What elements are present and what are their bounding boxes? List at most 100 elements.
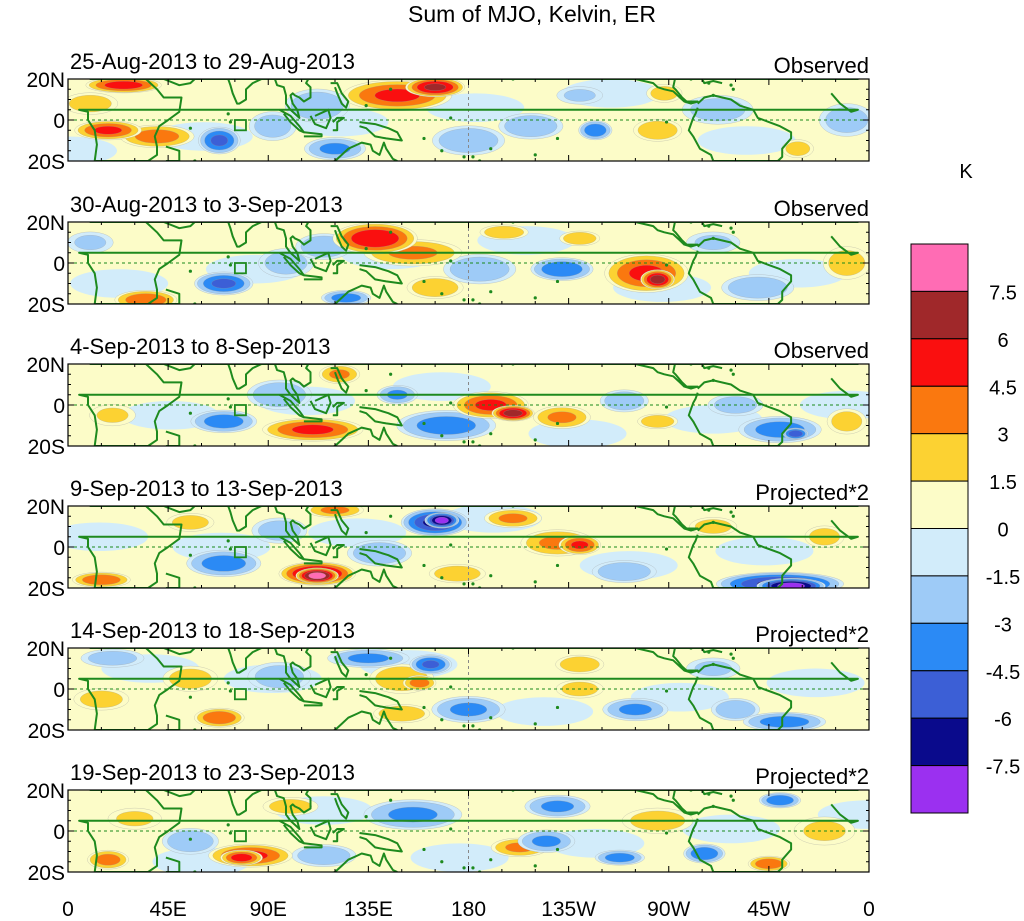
x-tick-label: 45W [747,898,790,921]
contour-shell [563,89,596,102]
contour-shell [541,800,575,813]
colorbar-swatch [910,290,969,340]
coastline [608,648,699,674]
coastline [303,700,323,707]
coastline [303,274,323,281]
colorbar-swatch [910,385,969,435]
island [518,218,521,221]
island [555,279,560,284]
coastline [165,856,181,872]
island [434,161,437,164]
coastline [273,222,312,262]
island [707,792,711,796]
anomaly-field [87,792,869,872]
island [364,247,368,251]
coastline [163,790,196,798]
contour-shell [759,716,810,728]
coastline [686,364,723,370]
colorbar: 7.5 6 4.5 3 1.5 0 -1.5 -3 -4.5 -6 -7.5 K [910,161,1020,814]
coastline [332,116,345,132]
coastline [165,714,181,730]
panel-period-label: 9-Sep-2013 to 13-Sep-2013 [70,476,343,501]
coastline [608,364,699,390]
coastline [608,790,699,816]
island [533,438,537,442]
coastline [165,288,181,304]
island [533,580,537,584]
coastline [78,506,859,588]
anomaly-feature [161,828,219,855]
anomaly-feature [498,112,564,140]
contour-shell [254,114,292,138]
contour-shell [95,853,121,866]
anomaly-feature [686,231,741,254]
panel-kind-label: Projected*2 [755,480,869,505]
island [711,93,715,97]
contour-shell [641,415,675,428]
coastline [163,364,196,372]
island [664,547,669,551]
colorbar-swatch [910,717,969,767]
panel-period-label: 30-Aug-2013 to 3-Sep-2013 [70,192,343,217]
island [434,730,437,733]
panel-kind-label: Projected*2 [755,622,869,647]
y-tick-label: 20S [28,151,65,174]
coastline [273,364,312,404]
y-tick-label: 0 [53,821,65,844]
colorbar-label: 4.5 [989,377,1017,399]
anomaly-feature [602,698,669,722]
contour-shell [201,555,246,572]
contour-shell [597,562,651,581]
panel-5: 20N 0 20S 14-Sep-2013 to 18-Sep-2013 Project… [26,618,870,743]
coastline [687,379,793,446]
coastline [303,842,323,849]
island [364,531,368,535]
island [462,440,466,444]
coastline [78,364,859,446]
island [462,298,466,302]
island [434,304,437,307]
y-tick-label: 20N [26,212,65,235]
island [471,440,475,444]
island [188,269,192,273]
anomaly-feature [637,413,678,430]
x-tick-label: 90E [250,898,287,921]
anomaly-feature [424,512,460,529]
anomaly-feature [558,535,601,555]
anomaly-feature [524,794,591,818]
panel-period-label: 4-Sep-2013 to 8-Sep-2013 [70,334,331,359]
island [462,724,466,728]
coastline [332,686,345,701]
colorbar-label: 7.5 [989,282,1017,304]
anomaly-feature [304,137,366,161]
island [228,405,233,409]
island [533,722,537,726]
coastline [217,222,263,248]
island [664,831,669,835]
coastlines [78,648,859,733]
coastline [78,79,859,161]
contour-shell [68,94,112,113]
panel-2: 20N 0 20S 30-Aug-2013 to 3-Sep-2013 Observed [26,192,870,317]
anomaly-feature [594,849,645,866]
island [731,656,735,660]
island [707,224,711,228]
coastline [217,79,263,105]
coastlines [78,364,859,446]
contour-shell [87,651,137,666]
contour-shell [563,232,597,245]
island [440,292,444,296]
island [434,588,437,591]
island [364,673,368,677]
colorbar-label: 3 [997,425,1008,447]
anomaly-feature [295,567,339,584]
coastline [163,79,196,87]
island [729,83,733,87]
island [711,520,715,525]
contour-shell [715,700,756,719]
island [471,298,475,302]
island [449,827,453,831]
island [389,230,393,234]
anomaly-feature [640,269,675,290]
x-tick-label: 45E [149,898,186,921]
